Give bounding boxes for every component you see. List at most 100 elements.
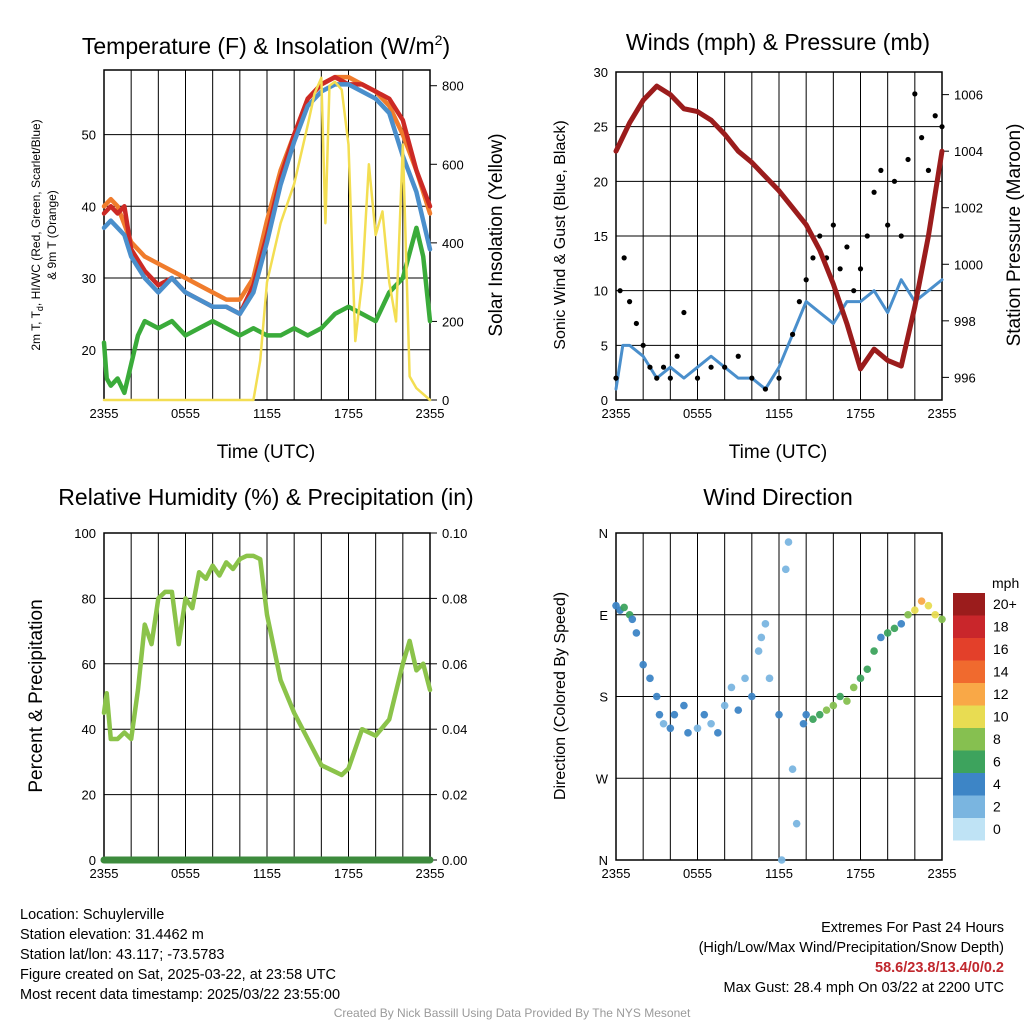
direction-point [639, 660, 647, 669]
gust-point [735, 353, 741, 359]
info-latlon: Station lat/lon: 43.117; -73.5783 [20, 947, 225, 963]
direction-point [620, 603, 628, 612]
humidity-y-tick: 0 [89, 853, 96, 868]
winds-y-tick: 5 [601, 338, 608, 353]
gust-point [817, 233, 823, 239]
temperature-x-tick: 2355 [90, 406, 119, 421]
gust-point [864, 233, 870, 239]
direction-point [666, 724, 675, 733]
direction-y-tick: N [599, 526, 608, 541]
direction-point [856, 674, 865, 683]
humidity-panel: 2355 0555 1155 1755 23550204060801000.000.02… [74, 526, 467, 881]
winds-y-tick: 20 [594, 174, 608, 189]
direction-point [684, 729, 692, 737]
direction-point [655, 710, 664, 719]
gust-point [708, 364, 714, 370]
gust-point [905, 156, 911, 163]
gust-point [681, 309, 687, 316]
humidity-y2-tick: 0.02 [442, 788, 467, 803]
info-location: Location: Schuylerville [20, 907, 165, 923]
temperature-ylabel: 2m T, Td, HI/WC (Red, Green, Scarlet/Blu… [29, 119, 45, 350]
max-gust: Max Gust: 28.4 mph On 03/22 at 2200 UTC [723, 980, 1004, 996]
gust-point [776, 375, 782, 381]
gust-point [851, 288, 857, 294]
gust-point [844, 244, 850, 250]
legend-swatch [953, 615, 985, 638]
direction-point [646, 674, 654, 683]
gust-point [898, 233, 904, 239]
gust-point [789, 331, 796, 337]
extremes-values: 58.6/23.8/13.4/0/0.2 [875, 960, 1004, 976]
direction-point [802, 710, 810, 719]
direction-point [863, 665, 872, 674]
temperature-y-tick: 50 [82, 128, 96, 143]
direction-point [693, 724, 702, 733]
legend-label: 16 [993, 641, 1009, 657]
insolation-line [102, 76, 432, 402]
humidity-x-tick: 1155 [253, 866, 281, 881]
direction-point [822, 706, 831, 714]
legend-label: 18 [993, 619, 1009, 635]
direction-y-tick: W [596, 771, 609, 786]
gust-point [871, 189, 877, 195]
temperature-y2-tick: 400 [442, 236, 464, 251]
humidity-ylabel: Percent & Precipitation [26, 599, 47, 792]
direction-title: Wind Direction [703, 484, 853, 510]
direction-point [659, 719, 668, 728]
dewpoint-line [101, 225, 433, 396]
direction-point [727, 683, 736, 692]
temperature-frame [103, 69, 431, 401]
direction-point [680, 701, 688, 710]
gust-point [885, 222, 891, 228]
direction-point [757, 633, 766, 642]
direction-point [799, 719, 808, 728]
gust-point [749, 375, 755, 381]
gust-point [647, 364, 653, 370]
humidity-y2-tick: 0.06 [442, 657, 467, 672]
humidity-title: Relative Humidity (%) & Precipitation (i… [58, 484, 473, 510]
direction-point [670, 710, 679, 719]
legend-swatch [953, 773, 985, 796]
temperature-y-tick: 20 [82, 343, 96, 358]
credit-line: Created By Nick Bassill Using Data Provi… [333, 1006, 691, 1020]
info-created: Figure created on Sat, 2025-03-22, at 23… [20, 967, 336, 983]
direction-point [877, 633, 885, 642]
direction-y-tick: S [599, 690, 608, 705]
winds-y2label: Station Pressure (Maroon) [1004, 124, 1024, 347]
legend-label: 10 [993, 709, 1009, 725]
direction-point [707, 719, 715, 728]
legend-swatch [953, 795, 985, 818]
gust-point [810, 255, 816, 261]
legend-swatch [953, 750, 985, 773]
direction-point [897, 620, 906, 628]
direction-point [904, 610, 912, 619]
humidity-y2-tick: 0.08 [442, 591, 467, 606]
humidity-x-tick: 0555 [171, 866, 200, 881]
temperature-ylabel-line2: & 9m T (Orange) [45, 190, 59, 280]
legend-label: 0 [993, 821, 1001, 837]
gust-point [674, 353, 680, 359]
direction-point [652, 692, 661, 701]
temperature-y2-tick: 800 [442, 79, 464, 94]
direction-x-tick: 2355 [928, 866, 957, 881]
temperature-y2label: Solar Insolation (Yellow) [486, 133, 507, 336]
gust-point [925, 167, 932, 173]
winds-y2-tick: 1006 [954, 88, 983, 103]
winds-x-tick: 0555 [683, 406, 712, 421]
humidity-y-tick: 80 [82, 591, 96, 606]
humidity-y-tick: 20 [82, 788, 96, 803]
direction-y-tick: E [599, 608, 608, 623]
legend-swatch [953, 728, 985, 751]
direction-point [870, 647, 878, 655]
legend-swatch [953, 593, 985, 616]
humidity-y-tick: 100 [74, 526, 96, 541]
direction-point [775, 710, 783, 719]
winds-y-tick: 10 [594, 284, 608, 299]
legend-label: 8 [993, 731, 1001, 747]
direction-point [843, 697, 851, 705]
winds-y2-tick: 1002 [954, 201, 983, 216]
winds-panel: 2355 0555 1155 1755 235505101520253099699810… [594, 65, 983, 421]
direction-point [781, 565, 790, 574]
